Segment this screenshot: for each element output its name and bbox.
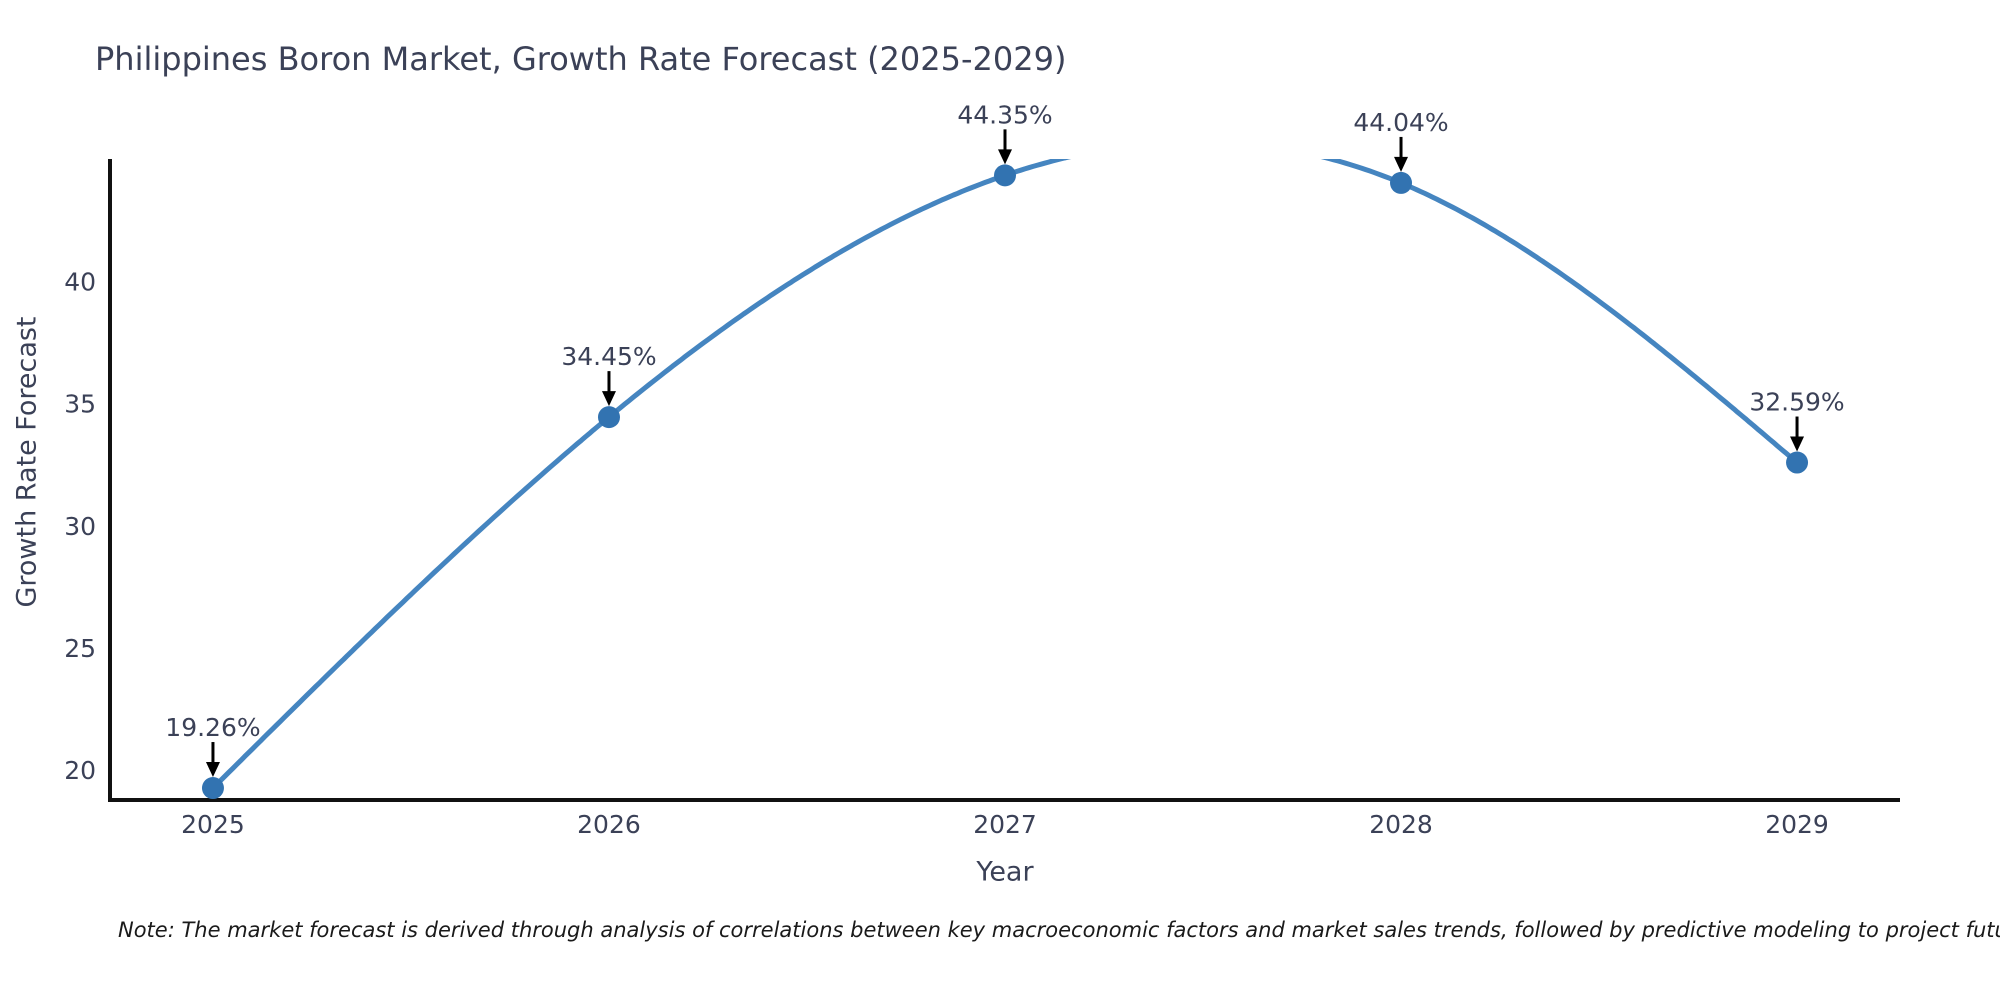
x-tick-label-2027: 2027 bbox=[973, 810, 1037, 839]
y-tick-label-25: 25 bbox=[64, 634, 96, 663]
annotation-arrowhead-2025 bbox=[205, 762, 220, 778]
x-tick-label-2026: 2026 bbox=[577, 810, 641, 839]
point-label-2028: 44.04% bbox=[1353, 108, 1448, 137]
trend-line bbox=[211, 159, 1799, 790]
x-axis-title: Year bbox=[976, 856, 1034, 888]
y-tick-label-40: 40 bbox=[64, 268, 96, 297]
annotation-arrowhead-2029 bbox=[1790, 436, 1805, 452]
point-label-2029: 32.59% bbox=[1749, 388, 1844, 417]
data-point-2027 bbox=[994, 164, 1016, 187]
chart-title: Philippines Boron Market, Growth Rate Fo… bbox=[95, 40, 1067, 78]
y-tick-label-20: 20 bbox=[64, 756, 96, 785]
chart-footnote: Note: The market forecast is derived thr… bbox=[118, 918, 2000, 942]
point-label-2025: 19.26% bbox=[165, 713, 260, 742]
data-point-2029 bbox=[1786, 451, 1809, 474]
y-tick-label-35: 35 bbox=[64, 390, 96, 419]
axis-spines bbox=[108, 159, 1900, 802]
annotation-arrowhead-2026 bbox=[601, 391, 616, 407]
point-label-2027: 44.35% bbox=[957, 100, 1052, 129]
y-tick-label-30: 30 bbox=[64, 512, 96, 541]
annotation-arrowhead-2027 bbox=[998, 149, 1012, 165]
data-point-2028 bbox=[1390, 171, 1413, 194]
annotation-arrowhead-2028 bbox=[1394, 156, 1409, 172]
x-tick-label-2029: 2029 bbox=[1765, 810, 1829, 839]
data-point-2026 bbox=[597, 406, 620, 429]
x-tick-label-2025: 2025 bbox=[181, 810, 245, 839]
data-point-2025 bbox=[201, 777, 224, 800]
x-tick-label-2028: 2028 bbox=[1369, 810, 1433, 839]
point-label-2026: 34.45% bbox=[561, 342, 656, 371]
